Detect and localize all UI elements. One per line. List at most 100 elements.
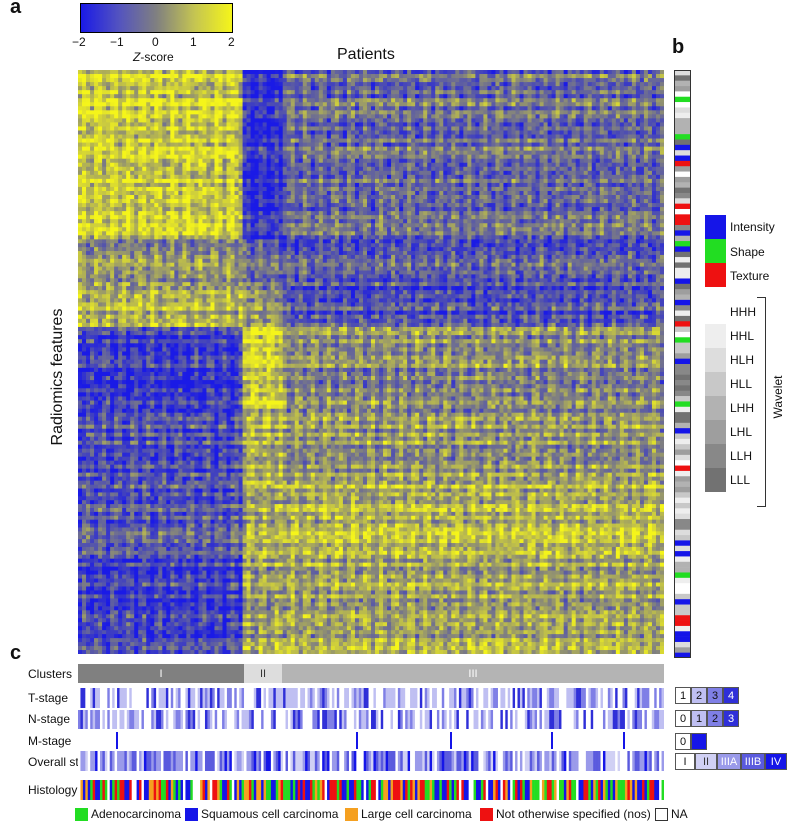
heatmap-cell — [528, 70, 532, 74]
heatmap-cell — [451, 122, 455, 126]
heatmap-cell — [146, 151, 150, 155]
heatmap-cell — [150, 122, 154, 126]
heatmap-cell — [524, 86, 528, 90]
heatmap-cell — [572, 122, 576, 126]
heatmap-cell — [644, 151, 648, 155]
heatmap-cell — [247, 82, 251, 86]
heatmap-cell — [407, 151, 411, 155]
heatmap-cell — [106, 143, 110, 147]
heatmap-cell — [588, 106, 592, 110]
heatmap-cell — [467, 82, 471, 86]
heatmap-cell — [174, 90, 178, 94]
heatmap-cell — [648, 86, 652, 90]
heatmap-cell — [511, 151, 515, 155]
heatmap-cell — [186, 82, 190, 86]
heatmap-cell — [315, 122, 319, 126]
heatmap-cell — [231, 106, 235, 110]
heatmap-cell — [351, 122, 355, 126]
heatmap-cell — [154, 151, 158, 155]
heatmap-cell — [275, 106, 279, 110]
heatmap-cell — [351, 130, 355, 134]
heatmap-cell — [82, 139, 86, 143]
heatmap-cell — [644, 86, 648, 90]
heatmap-cell — [447, 94, 451, 98]
heatmap-cell — [455, 114, 459, 118]
heatmap-cell — [491, 110, 495, 114]
heatmap-cell — [98, 135, 102, 139]
heatmap-cell — [251, 102, 255, 106]
heatmap-cell — [515, 82, 519, 86]
heatmap-cell — [540, 147, 544, 151]
heatmap-cell — [186, 74, 190, 78]
heatmap-cell — [467, 78, 471, 82]
heatmap-cell — [186, 118, 190, 122]
heatmap-cell — [351, 86, 355, 90]
heatmap-cell — [524, 135, 528, 139]
heatmap-cell — [247, 147, 251, 151]
heatmap-cell — [660, 82, 664, 86]
heatmap-cell — [656, 130, 660, 134]
heatmap-cell — [628, 102, 632, 106]
heatmap-cell — [82, 147, 86, 151]
heatmap-cell — [259, 106, 263, 110]
heatmap-cell — [303, 94, 307, 98]
heatmap-cell — [142, 98, 146, 102]
heatmap-cell — [102, 143, 106, 147]
heatmap-cell — [170, 78, 174, 82]
heatmap-cell — [102, 126, 106, 130]
heatmap-cell — [222, 90, 226, 94]
heatmap-cell — [540, 143, 544, 147]
heatmap-cell — [564, 94, 568, 98]
heatmap-cell — [499, 126, 503, 130]
heatmap-cell — [487, 98, 491, 102]
heatmap-cell — [275, 102, 279, 106]
heatmap-cell — [299, 118, 303, 122]
heatmap-cell — [507, 151, 511, 155]
heatmap-cell — [122, 118, 126, 122]
heatmap-cell — [612, 102, 616, 106]
heatmap-cell — [652, 126, 656, 130]
heatmap-cell — [78, 126, 82, 130]
heatmap-cell — [110, 143, 114, 147]
heatmap-cell — [459, 135, 463, 139]
heatmap-cell — [275, 151, 279, 155]
heatmap-cell — [564, 98, 568, 102]
heatmap-cell — [114, 118, 118, 122]
heatmap-cell — [255, 130, 259, 134]
heatmap-cell — [495, 114, 499, 118]
heatmap-cell — [138, 90, 142, 94]
heatmap-cell — [652, 94, 656, 98]
heatmap-cell — [620, 143, 624, 147]
heatmap-cell — [644, 106, 648, 110]
heatmap-cell — [106, 155, 110, 159]
heatmap-cell — [648, 151, 652, 155]
heatmap-cell — [267, 126, 271, 130]
heatmap-cell — [640, 102, 644, 106]
panel-letter-a: a — [10, 0, 21, 19]
heatmap-cell — [371, 135, 375, 139]
heatmap-cell — [652, 90, 656, 94]
heatmap-cell — [604, 126, 608, 130]
heatmap-cell — [520, 135, 524, 139]
heatmap-cell — [656, 78, 660, 82]
heatmap-cell — [343, 130, 347, 134]
heatmap-cell — [279, 147, 283, 151]
heatmap-cell — [459, 102, 463, 106]
heatmap-cell — [483, 90, 487, 94]
heatmap-cell — [243, 106, 247, 110]
heatmap-cell — [162, 114, 166, 118]
heatmap-cell — [515, 143, 519, 147]
heatmap-cell — [419, 86, 423, 90]
heatmap-cell — [102, 114, 106, 118]
heatmap-cell — [162, 135, 166, 139]
heatmap-cell — [419, 110, 423, 114]
heatmap-cell — [319, 82, 323, 86]
heatmap-cell — [90, 114, 94, 118]
heatmap-cell — [624, 82, 628, 86]
heatmap-cell — [210, 126, 214, 130]
heatmap-cell — [251, 90, 255, 94]
heatmap-cell — [371, 86, 375, 90]
heatmap-cell — [359, 126, 363, 130]
heatmap-cell — [624, 110, 628, 114]
heatmap-cell — [158, 147, 162, 151]
